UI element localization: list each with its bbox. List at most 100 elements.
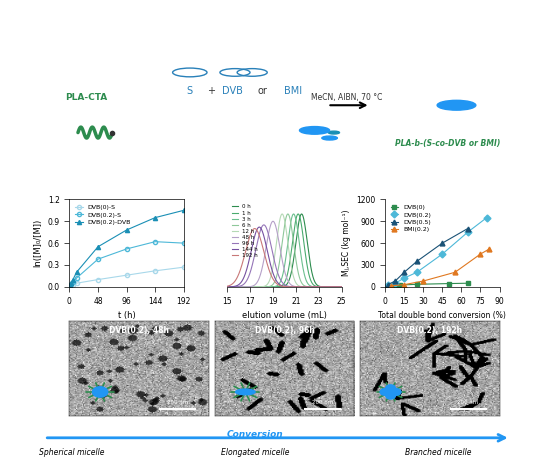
1 h — [318, 284, 325, 290]
DVB(0.5) — [401, 269, 407, 275]
0 h — [318, 284, 325, 290]
X-axis label: Total double bond conversion (%): Total double bond conversion (%) — [379, 311, 506, 320]
1 h — [336, 284, 342, 290]
DVB(0.2)-DVB — [68, 280, 74, 286]
Text: Conversion: Conversion — [227, 430, 284, 439]
0 h — [279, 284, 286, 290]
Circle shape — [380, 389, 390, 395]
12 h — [292, 279, 299, 285]
Y-axis label: Mⱼ,SEC (kg mol⁻¹): Mⱼ,SEC (kg mol⁻¹) — [341, 210, 351, 276]
X-axis label: t (h): t (h) — [118, 311, 135, 320]
144 h — [339, 284, 345, 290]
DVB(0.2)-DVB — [69, 277, 76, 283]
DVB(0.2)-DVB — [152, 215, 159, 220]
48 h — [318, 284, 325, 290]
DVB(0.5) — [413, 259, 420, 264]
6 h — [284, 211, 291, 217]
Line: 144 h: 144 h — [227, 227, 342, 287]
48 h — [336, 284, 342, 290]
3 h — [292, 215, 299, 221]
Line: 96 h: 96 h — [227, 225, 342, 287]
Text: DVB: DVB — [223, 86, 243, 96]
X-axis label: elution volume (mL): elution volume (mL) — [242, 311, 327, 320]
3 h — [336, 284, 342, 290]
DVB(0.5) — [384, 282, 391, 288]
96 h — [339, 284, 345, 290]
6 h — [278, 244, 285, 250]
96 h — [279, 280, 286, 285]
144 h — [336, 284, 342, 290]
Legend: 0 h, 1 h, 3 h, 6 h, 12 h, 48 h, 96 h, 144 h, 192 h: 0 h, 1 h, 3 h, 6 h, 12 h, 48 h, 96 h, 14… — [230, 202, 260, 261]
DVB(0.2)-DVB — [180, 207, 187, 213]
Circle shape — [386, 392, 396, 399]
Text: DVB(0.2), 48h: DVB(0.2), 48h — [109, 325, 169, 335]
6 h — [336, 284, 342, 290]
DVB(0.2) — [483, 215, 490, 220]
96 h — [286, 283, 292, 289]
DVB(0.2)-DVB — [123, 227, 130, 233]
Text: Elongated micelle: Elongated micelle — [221, 448, 290, 457]
BMI(0.2) — [401, 282, 407, 288]
1 h — [339, 284, 345, 290]
192 h — [279, 283, 285, 289]
1 h — [279, 283, 286, 288]
Text: or: or — [258, 86, 268, 96]
DVB(0) — [413, 282, 420, 287]
DVB(0)-S — [180, 264, 187, 270]
12 h — [336, 284, 342, 290]
Circle shape — [93, 387, 108, 397]
Line: DVB(0.2)-S: DVB(0.2)-S — [67, 240, 186, 289]
Text: 200 nm: 200 nm — [167, 400, 188, 405]
0 h — [336, 284, 342, 290]
144 h — [279, 283, 285, 289]
192 h — [336, 284, 342, 290]
DVB(0)-S — [69, 282, 76, 288]
0 h — [298, 211, 305, 217]
6 h — [279, 239, 286, 245]
12 h — [224, 284, 230, 290]
192 h — [339, 284, 345, 290]
144 h — [224, 284, 230, 290]
96 h — [224, 284, 230, 290]
Text: MeCN, AIBN, 70 °C: MeCN, AIBN, 70 °C — [311, 93, 382, 102]
DVB(0.2) — [465, 229, 471, 235]
96 h — [261, 222, 268, 228]
Text: PLA-b-(S-co-DVB or BMI): PLA-b-(S-co-DVB or BMI) — [395, 139, 501, 148]
12 h — [339, 284, 345, 290]
Circle shape — [386, 389, 396, 395]
Text: BMI: BMI — [284, 86, 302, 96]
Y-axis label: ln([M]₀/[M]): ln([M]₀/[M]) — [33, 219, 42, 267]
96 h — [292, 284, 299, 290]
DVB(0.2) — [413, 269, 420, 275]
Legend: DVB(0), DVB(0.2), DVB(0.5), BMI(0.2): DVB(0), DVB(0.2), DVB(0.5), BMI(0.2) — [388, 203, 433, 234]
BMI(0.2) — [420, 278, 427, 284]
Circle shape — [391, 389, 401, 395]
Text: 200 nm: 200 nm — [457, 400, 479, 405]
1 h — [292, 219, 299, 225]
Line: 3 h: 3 h — [227, 214, 342, 287]
1 h — [295, 211, 301, 217]
3 h — [278, 276, 285, 282]
DVB(0.2)-S — [152, 239, 159, 244]
0 h — [292, 244, 299, 250]
Line: DVB(0.2): DVB(0.2) — [385, 215, 489, 288]
DVB(0.5) — [439, 241, 446, 246]
BMI(0.2) — [486, 246, 493, 252]
DVB(0.2)-S — [68, 281, 74, 287]
DVB(0.2)-DVB — [67, 283, 73, 288]
3 h — [339, 284, 345, 290]
DVB(0) — [384, 283, 391, 289]
DVB(0)-S — [152, 268, 159, 274]
Line: BMI(0.2): BMI(0.2) — [389, 247, 492, 288]
DVB(0.2) — [392, 280, 398, 286]
48 h — [279, 259, 286, 264]
Line: 12 h: 12 h — [227, 214, 342, 287]
DVB(0)-S — [95, 277, 102, 283]
Line: DVB(0.5): DVB(0.5) — [385, 226, 470, 287]
DVB(0.5) — [465, 226, 471, 231]
Legend: DVB(0)-S, DVB(0.2)-S, DVB(0.2)-DVB: DVB(0)-S, DVB(0.2)-S, DVB(0.2)-DVB — [73, 203, 133, 227]
BMI(0.2) — [388, 283, 395, 289]
6 h — [286, 213, 292, 219]
DVB(0) — [397, 282, 403, 288]
DVB(0.2)-DVB — [66, 284, 73, 290]
